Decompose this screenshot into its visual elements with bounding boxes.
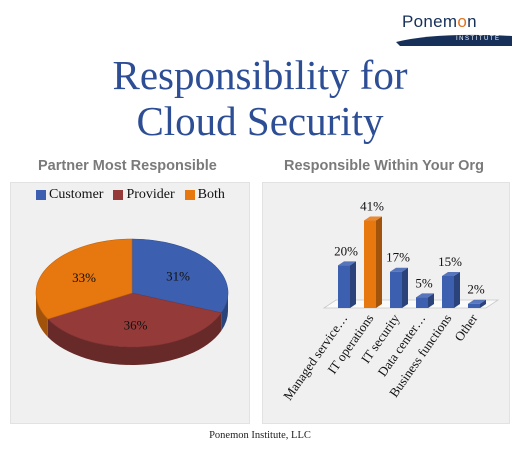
bar-value-label: 41% [360, 199, 384, 214]
bar-5: 2% [467, 282, 486, 308]
bar-value-label: 15% [438, 254, 462, 269]
bar-chart: 20%Managed service…41%IT operations17%IT… [280, 199, 500, 403]
bar-side [428, 293, 434, 308]
bar-chart-title: Responsible Within Your Org [284, 158, 484, 174]
pie-side-customer [221, 293, 228, 331]
bar-front [364, 220, 376, 308]
bar-value-label: 20% [334, 243, 358, 258]
footer-credit: Ponemon Institute, LLC [209, 430, 311, 441]
bar-1: 41% [360, 199, 384, 308]
pie-label-customer: 31% [166, 268, 190, 283]
bar-top [390, 267, 408, 272]
bar-2: 17% [386, 250, 410, 308]
bar-value-label: 2% [467, 282, 485, 297]
legend-label-both: Both [197, 187, 225, 202]
legend-swatch-both [184, 190, 195, 200]
bar-4: 15% [438, 254, 462, 308]
bar-top [338, 261, 356, 266]
bar-front [416, 297, 428, 308]
bar-category-label: Other [451, 311, 481, 344]
legend-item-customer: Customer [36, 187, 103, 203]
title-line-1: Responsibility for [112, 52, 408, 98]
legend-item-provider: Provider [113, 187, 175, 203]
pie-side-both [36, 293, 48, 338]
bar-3: 5% [415, 275, 434, 308]
pie-label-provider: 36% [124, 317, 148, 332]
bar-side [480, 299, 486, 308]
bar-front [468, 303, 480, 308]
logo-tagline: INSTITUTE [456, 36, 501, 42]
legend-label-customer: Customer [49, 187, 104, 202]
bar-side [376, 216, 382, 308]
pie-side-provider [47, 312, 222, 366]
legend-swatch-provider [113, 190, 124, 200]
bar-front [338, 265, 350, 308]
bar-side [454, 272, 460, 308]
legend-swatch-customer [36, 190, 46, 200]
bar-top [364, 216, 382, 221]
pie-chart: 31% 36% 33% [35, 238, 229, 366]
bar-front [390, 271, 402, 308]
bar-side [350, 261, 356, 308]
bar-top [468, 299, 486, 304]
ponemon-logo: Ponemon INSTITUTE [396, 12, 512, 52]
pie-slice-both [35, 238, 133, 320]
title-line-2: Cloud Security [136, 98, 384, 144]
bar-value-label: 5% [415, 275, 433, 290]
page-title: Responsibility for Cloud Security [0, 52, 520, 144]
pie-slice-customer [131, 238, 229, 314]
bar-value-label: 17% [386, 250, 410, 265]
bar-0: 20% [334, 243, 358, 308]
pie-label-both: 33% [72, 270, 96, 285]
pie-legend: Customer Provider Both [36, 187, 225, 203]
legend-label-provider: Provider [126, 187, 175, 202]
pie-slice-provider [47, 292, 222, 348]
bar-top [442, 272, 460, 276]
pie-chart-title: Partner Most Responsible [38, 158, 217, 174]
logo-swoosh-icon [396, 34, 512, 46]
bar-front [442, 276, 454, 308]
legend-item-both: Both [184, 187, 225, 203]
logo-wordmark: Ponemon [402, 12, 477, 31]
bar-side [402, 267, 408, 308]
bar-top [416, 293, 434, 298]
